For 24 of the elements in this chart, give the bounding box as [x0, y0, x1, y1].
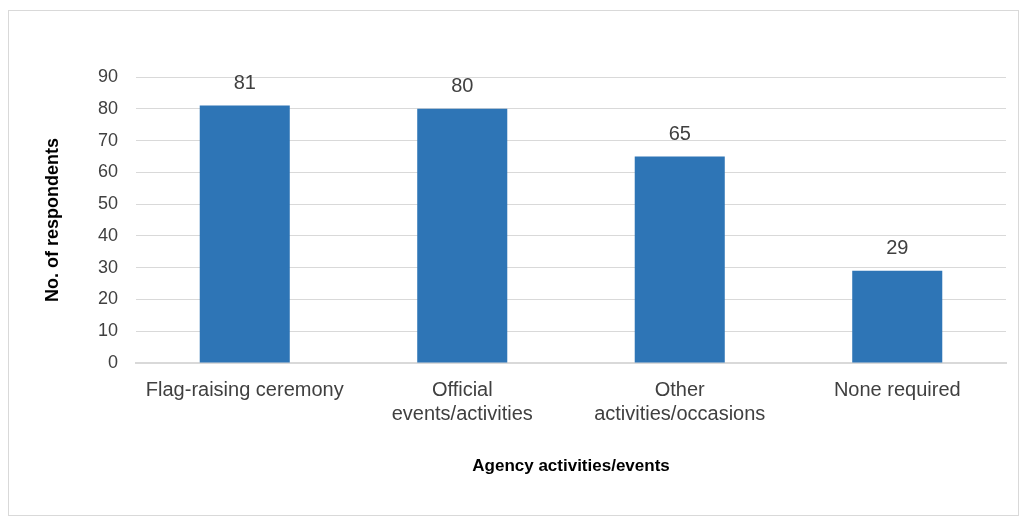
y-tick-label: 10 [97, 320, 118, 341]
y-tick-label: 20 [97, 288, 118, 309]
x-tick-label: Other activities/occasions [594, 377, 766, 424]
bar [199, 105, 290, 363]
y-axis-title: No. of respondents [41, 137, 62, 303]
x-axis-title: Agency activities/events [472, 456, 670, 476]
bar [634, 156, 725, 363]
y-tick-label: 90 [97, 65, 118, 86]
data-label: 29 [886, 236, 909, 259]
data-label: 65 [668, 121, 691, 144]
data-label: 80 [451, 74, 474, 97]
y-tick-label: 80 [97, 97, 118, 118]
y-tick-label: 50 [97, 193, 118, 214]
bar [852, 270, 943, 363]
x-tick-label: Official events/activities [391, 377, 533, 424]
y-tick-label: 0 [107, 351, 118, 372]
x-tick-label: Flag-raising ceremony [145, 377, 344, 400]
data-label: 81 [233, 71, 256, 94]
y-tick-label: 30 [97, 256, 118, 277]
y-tick-label: 70 [97, 129, 118, 150]
bar [417, 108, 508, 363]
x-tick-label: None required [833, 377, 961, 400]
y-tick-label: 40 [97, 224, 118, 245]
y-tick-label: 60 [97, 161, 118, 182]
